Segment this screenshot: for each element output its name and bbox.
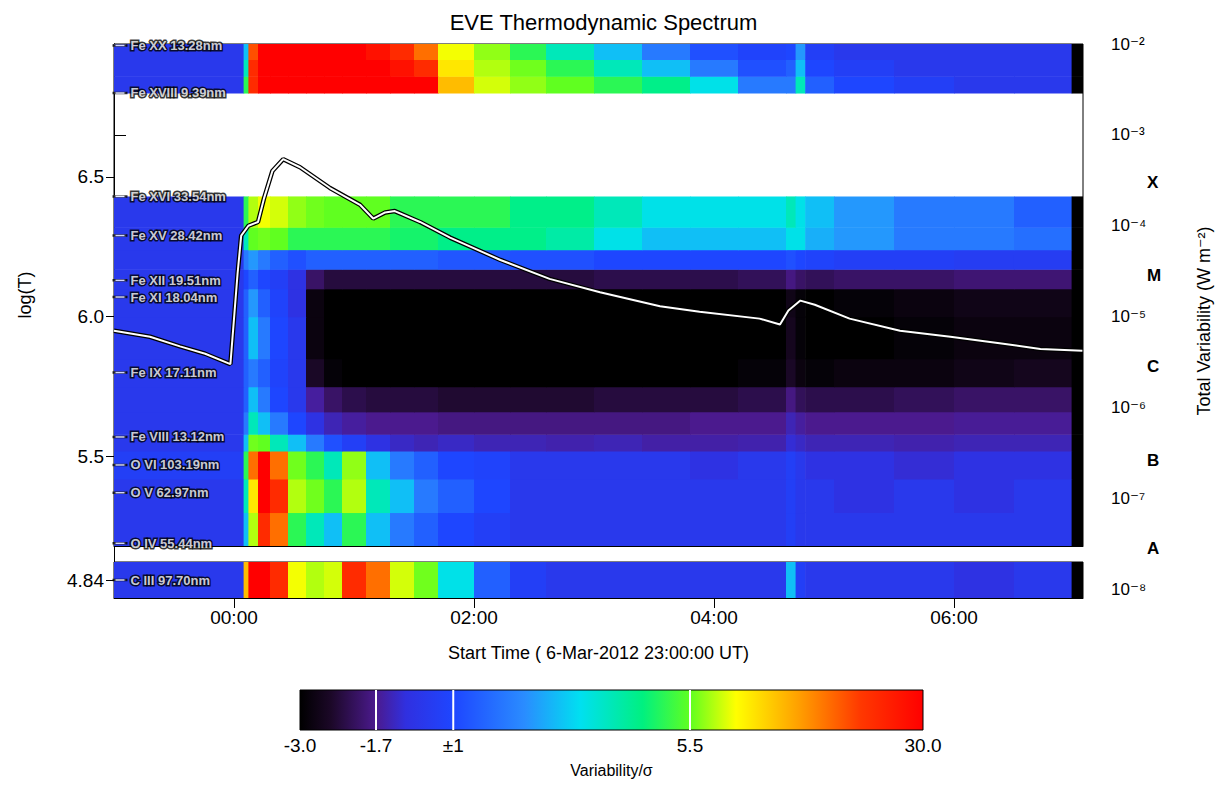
svg-text:06:00: 06:00 — [930, 607, 978, 628]
svg-text:-1.7: -1.7 — [360, 735, 393, 756]
svg-text:04:00: 04:00 — [690, 607, 738, 628]
svg-text:O VI 103.19nm: O VI 103.19nm — [131, 457, 220, 472]
svg-text:6.5: 6.5 — [78, 166, 104, 187]
svg-text:02:00: 02:00 — [450, 607, 498, 628]
svg-text:10⁻⁶: 10⁻⁶ — [1111, 398, 1146, 417]
svg-text:5.5: 5.5 — [78, 446, 104, 467]
svg-text:B: B — [1147, 451, 1159, 470]
svg-text:10⁻³: 10⁻³ — [1111, 125, 1145, 144]
svg-text:M: M — [1147, 266, 1161, 285]
svg-text:C III 97.70nm: C III 97.70nm — [131, 573, 210, 588]
svg-text:30.0: 30.0 — [905, 735, 942, 756]
svg-text:log(T): log(T) — [15, 271, 35, 318]
svg-text:Variability/σ: Variability/σ — [570, 762, 653, 779]
svg-text:10⁻⁸: 10⁻⁸ — [1111, 580, 1146, 599]
svg-text:10⁻⁵: 10⁻⁵ — [1111, 307, 1146, 326]
svg-text:5.5: 5.5 — [677, 735, 703, 756]
svg-text:Total Variability (W m⁻²): Total Variability (W m⁻²) — [1194, 226, 1214, 415]
svg-text:10⁻⁷: 10⁻⁷ — [1111, 489, 1145, 508]
svg-text:Fe IX 17.11nm: Fe IX 17.11nm — [131, 365, 217, 380]
svg-text:Fe XX 13.28nm: Fe XX 13.28nm — [131, 38, 223, 53]
svg-text:Fe XV 28.42nm: Fe XV 28.42nm — [131, 228, 223, 243]
svg-text:Fe XI 18.04nm: Fe XI 18.04nm — [131, 290, 218, 305]
svg-text:10⁻²: 10⁻² — [1111, 35, 1145, 54]
svg-text:X: X — [1147, 173, 1159, 192]
svg-text:4.84: 4.84 — [67, 570, 104, 591]
svg-text:Fe XII 19.51nm: Fe XII 19.51nm — [131, 273, 221, 288]
svg-text:10⁻⁴: 10⁻⁴ — [1111, 216, 1146, 235]
svg-text:Fe XVI 33.54nm: Fe XVI 33.54nm — [131, 189, 226, 204]
svg-text:Fe XVIII 9.39nm: Fe XVIII 9.39nm — [131, 85, 226, 100]
svg-text:O V 62.97nm: O V 62.97nm — [131, 485, 209, 500]
svg-text:Fe VIII 13.12nm: Fe VIII 13.12nm — [131, 429, 225, 444]
svg-text:6.0: 6.0 — [78, 306, 104, 327]
svg-text:C: C — [1147, 357, 1159, 376]
svg-text:EVE Thermodynamic Spectrum: EVE Thermodynamic Spectrum — [450, 10, 758, 35]
svg-text:00:00: 00:00 — [210, 607, 258, 628]
svg-text:-3.0: -3.0 — [284, 735, 317, 756]
svg-text:Start Time ( 6-Mar-2012 23:00:: Start Time ( 6-Mar-2012 23:00:00 UT) — [448, 643, 749, 663]
svg-text:O IV 55.44nm: O IV 55.44nm — [131, 536, 213, 551]
svg-text:±1: ±1 — [443, 735, 464, 756]
svg-text:A: A — [1147, 539, 1159, 558]
